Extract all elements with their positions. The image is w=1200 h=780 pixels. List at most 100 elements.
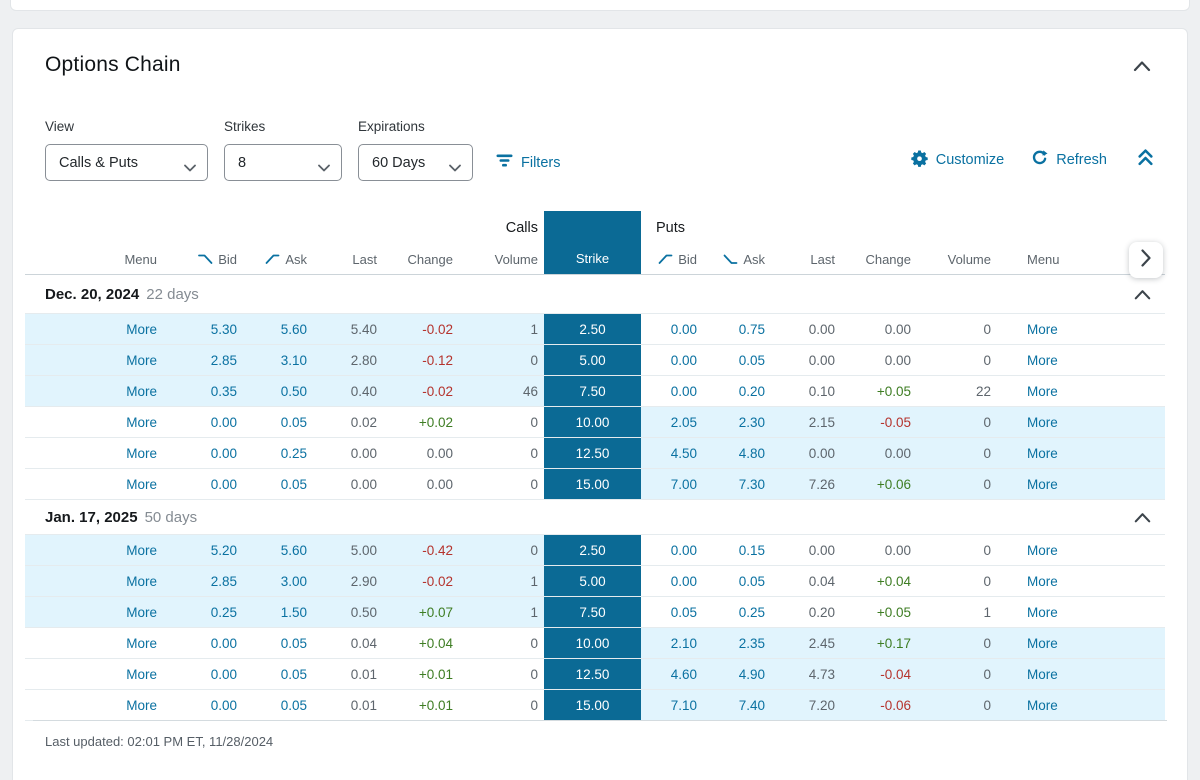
put-more-link[interactable]: More [997, 690, 1165, 720]
put-ask-value[interactable]: 2.35 [703, 628, 771, 658]
put-ask-value[interactable]: 4.90 [703, 659, 771, 689]
call-bid-value[interactable]: 0.00 [210, 666, 237, 682]
calls-menu-header[interactable]: Menu [124, 252, 157, 267]
put-bid-value[interactable]: 0.00 [670, 352, 697, 368]
view-select[interactable]: Calls & Puts [45, 144, 208, 181]
put-change-value: +0.05 [876, 604, 911, 620]
call-more-link[interactable]: More [25, 376, 163, 406]
call-more-link[interactable]: More [25, 314, 163, 344]
put-bid-value[interactable]: 0.05 [670, 604, 697, 620]
call-more-link[interactable]: More [25, 597, 163, 627]
put-more-link[interactable]: More [1027, 573, 1058, 589]
puts-bid-header[interactable]: Bid [641, 252, 703, 268]
scroll-right-button[interactable] [1129, 242, 1163, 278]
call-ask-value[interactable]: 5.60 [243, 314, 313, 344]
put-more-link[interactable]: More [1027, 383, 1058, 399]
strikes-select[interactable]: 8 [224, 144, 342, 181]
call-bid-value[interactable]: 5.30 [163, 314, 243, 344]
put-more-link[interactable]: More [1027, 321, 1058, 337]
call-more-link[interactable]: More [25, 535, 163, 565]
call-bid-value[interactable]: 5.20 [163, 535, 243, 565]
put-bid-value[interactable]: 2.10 [641, 628, 703, 658]
puts-volume-header[interactable]: Volume [947, 252, 991, 267]
put-more-link[interactable]: More [997, 438, 1165, 468]
call-bid-value[interactable]: 0.00 [210, 697, 237, 713]
collapse-all-button[interactable] [1136, 148, 1155, 172]
call-more-link[interactable]: More [126, 635, 157, 651]
put-more-link[interactable]: More [1027, 604, 1058, 620]
put-ask-value[interactable]: 4.80 [703, 438, 771, 468]
card-collapse-button[interactable] [1133, 59, 1151, 72]
strike-column-header[interactable]: Strike [544, 211, 641, 274]
call-ask-value[interactable]: 0.05 [280, 476, 307, 492]
call-more-link[interactable]: More [126, 666, 157, 682]
put-ask-value[interactable]: 0.05 [738, 573, 765, 589]
put-bid-value[interactable]: 0.00 [670, 321, 697, 337]
put-ask-value[interactable]: 2.30 [703, 407, 771, 437]
puts-change-header[interactable]: Change [865, 252, 911, 267]
put-ask-value[interactable]: 7.40 [703, 690, 771, 720]
call-bid-value[interactable]: 0.35 [163, 376, 243, 406]
put-bid-value[interactable]: 7.10 [641, 690, 703, 720]
put-ask-value[interactable]: 7.30 [703, 469, 771, 499]
put-ask-value[interactable]: 0.20 [738, 383, 765, 399]
put-ask-value[interactable]: 0.05 [738, 352, 765, 368]
calls-last-header[interactable]: Last [352, 252, 377, 267]
call-more-link[interactable]: More [126, 414, 157, 430]
days-to-expiration: 22 days [146, 285, 199, 303]
put-ask-value[interactable]: 0.75 [738, 321, 765, 337]
group-collapse-button[interactable] [1134, 512, 1151, 523]
calls-bid-header[interactable]: Bid [163, 252, 243, 268]
puts-ask-header[interactable]: Ask [703, 252, 771, 268]
call-bid-value[interactable]: 2.85 [163, 345, 243, 375]
call-last-value: 0.00 [350, 476, 377, 492]
put-more-link[interactable]: More [997, 469, 1165, 499]
call-bid-value[interactable]: 0.00 [210, 476, 237, 492]
put-ask-value[interactable]: 0.15 [738, 542, 765, 558]
call-more-link[interactable]: More [25, 345, 163, 375]
put-more-link[interactable]: More [997, 407, 1165, 437]
put-bid-value[interactable]: 4.50 [641, 438, 703, 468]
put-bid-value[interactable]: 0.00 [670, 383, 697, 399]
put-bid-value[interactable]: 4.60 [641, 659, 703, 689]
call-bid-value[interactable]: 0.00 [210, 414, 237, 430]
calls-ask-header[interactable]: Ask [243, 252, 313, 268]
call-more-link[interactable]: More [126, 476, 157, 492]
put-ask-value[interactable]: 0.25 [738, 604, 765, 620]
call-ask-value[interactable]: 0.50 [243, 376, 313, 406]
put-more-link[interactable]: More [997, 628, 1165, 658]
call-more-link[interactable]: More [25, 566, 163, 596]
call-bid-value[interactable]: 2.85 [163, 566, 243, 596]
put-bid-value[interactable]: 0.00 [670, 573, 697, 589]
calls-change-header[interactable]: Change [407, 252, 453, 267]
call-ask-value[interactable]: 0.05 [280, 666, 307, 682]
refresh-button[interactable]: Refresh [1031, 149, 1107, 171]
put-more-link[interactable]: More [997, 659, 1165, 689]
call-bid-value[interactable]: 0.00 [210, 445, 237, 461]
put-more-link[interactable]: More [1027, 542, 1058, 558]
call-ask-value[interactable]: 1.50 [243, 597, 313, 627]
group-collapse-button[interactable] [1134, 289, 1151, 300]
call-ask-value[interactable]: 0.05 [280, 635, 307, 651]
put-bid-value[interactable]: 0.00 [670, 542, 697, 558]
call-ask-value[interactable]: 3.00 [243, 566, 313, 596]
filters-button[interactable]: Filters [496, 153, 560, 172]
call-ask-value[interactable]: 3.10 [243, 345, 313, 375]
call-more-link[interactable]: More [126, 697, 157, 713]
put-last-value: 2.15 [771, 407, 841, 437]
call-ask-value[interactable]: 0.05 [280, 697, 307, 713]
call-bid-value[interactable]: 0.25 [163, 597, 243, 627]
call-bid-value[interactable]: 0.00 [210, 635, 237, 651]
call-ask-value[interactable]: 0.25 [280, 445, 307, 461]
put-bid-value[interactable]: 7.00 [641, 469, 703, 499]
put-more-link[interactable]: More [1027, 352, 1058, 368]
call-ask-value[interactable]: 0.05 [280, 414, 307, 430]
customize-button[interactable]: Customize [911, 150, 1004, 171]
put-bid-value[interactable]: 2.05 [641, 407, 703, 437]
puts-menu-header[interactable]: Menu [1027, 252, 1060, 267]
call-more-link[interactable]: More [126, 445, 157, 461]
call-ask-value[interactable]: 5.60 [243, 535, 313, 565]
calls-volume-header[interactable]: Volume [494, 252, 538, 267]
expirations-select[interactable]: 60 Days [358, 144, 473, 181]
puts-last-header[interactable]: Last [810, 252, 835, 267]
